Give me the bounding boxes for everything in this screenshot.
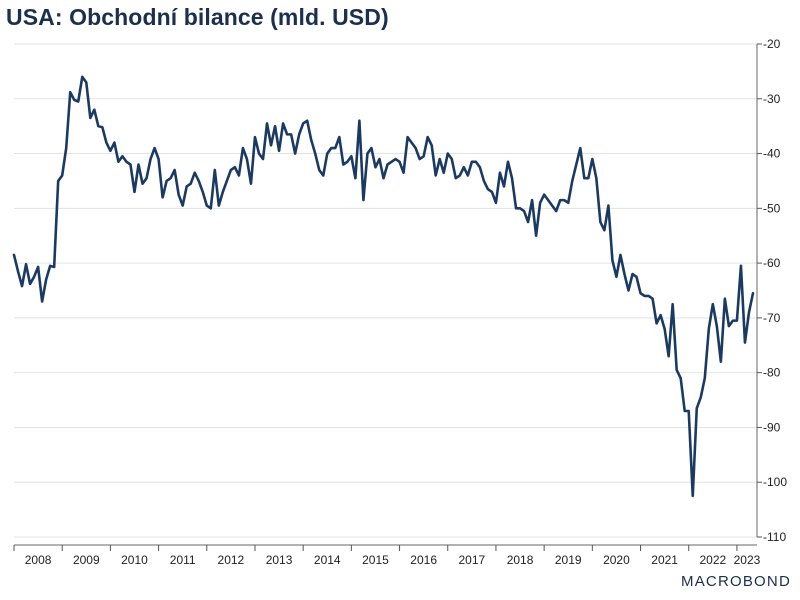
x-tick-label: 2022: [699, 553, 726, 567]
y-tick-label: -20: [763, 37, 781, 51]
x-tick-label: 2018: [507, 553, 534, 567]
chart-title: USA: Obchodní bilance (mld. USD): [6, 4, 389, 30]
trade-balance-line: [12, 75, 755, 498]
x-tick-label: 2017: [458, 553, 485, 567]
x-tick-label: 2019: [555, 553, 582, 567]
x-tick-label: 2008: [25, 553, 52, 567]
x-tick-label: 2009: [73, 553, 100, 567]
y-tick-label: -40: [763, 147, 781, 161]
x-tick-label: 2016: [410, 553, 437, 567]
y-tick-label: -70: [763, 311, 781, 325]
y-tick-label: -80: [763, 366, 781, 380]
x-axis: 2008 2009 2010 2011 2012 2013 2014 2015 2016 2017…: [13, 544, 761, 567]
x-tick-label: 2010: [121, 553, 148, 567]
y-axis: -20 -30 -40 -50 -60 -70 -80 -90 -100 -110: [756, 37, 787, 544]
x-tick-label: 2013: [266, 553, 293, 567]
y-tick-label: -60: [763, 256, 781, 270]
x-tick-label: 2014: [314, 553, 341, 567]
y-tick-label: -50: [763, 201, 781, 215]
x-tick-label: 2012: [218, 553, 245, 567]
y-tick-label: -100: [763, 475, 787, 489]
macrobond-logo: MACROBOND: [681, 573, 791, 590]
x-tick-label: 2011: [170, 553, 196, 567]
x-tick-label: 2015: [362, 553, 389, 567]
x-tick-label: 2023: [734, 553, 761, 567]
series-layer: [12, 75, 755, 498]
x-tick-label: 2021: [651, 553, 678, 567]
x-tick-label: 2020: [603, 553, 630, 567]
y-tick-label: -90: [763, 420, 781, 434]
y-tick-label: -30: [763, 92, 781, 106]
grid-lines: [14, 43, 757, 538]
y-tick-label: -110: [763, 530, 786, 544]
